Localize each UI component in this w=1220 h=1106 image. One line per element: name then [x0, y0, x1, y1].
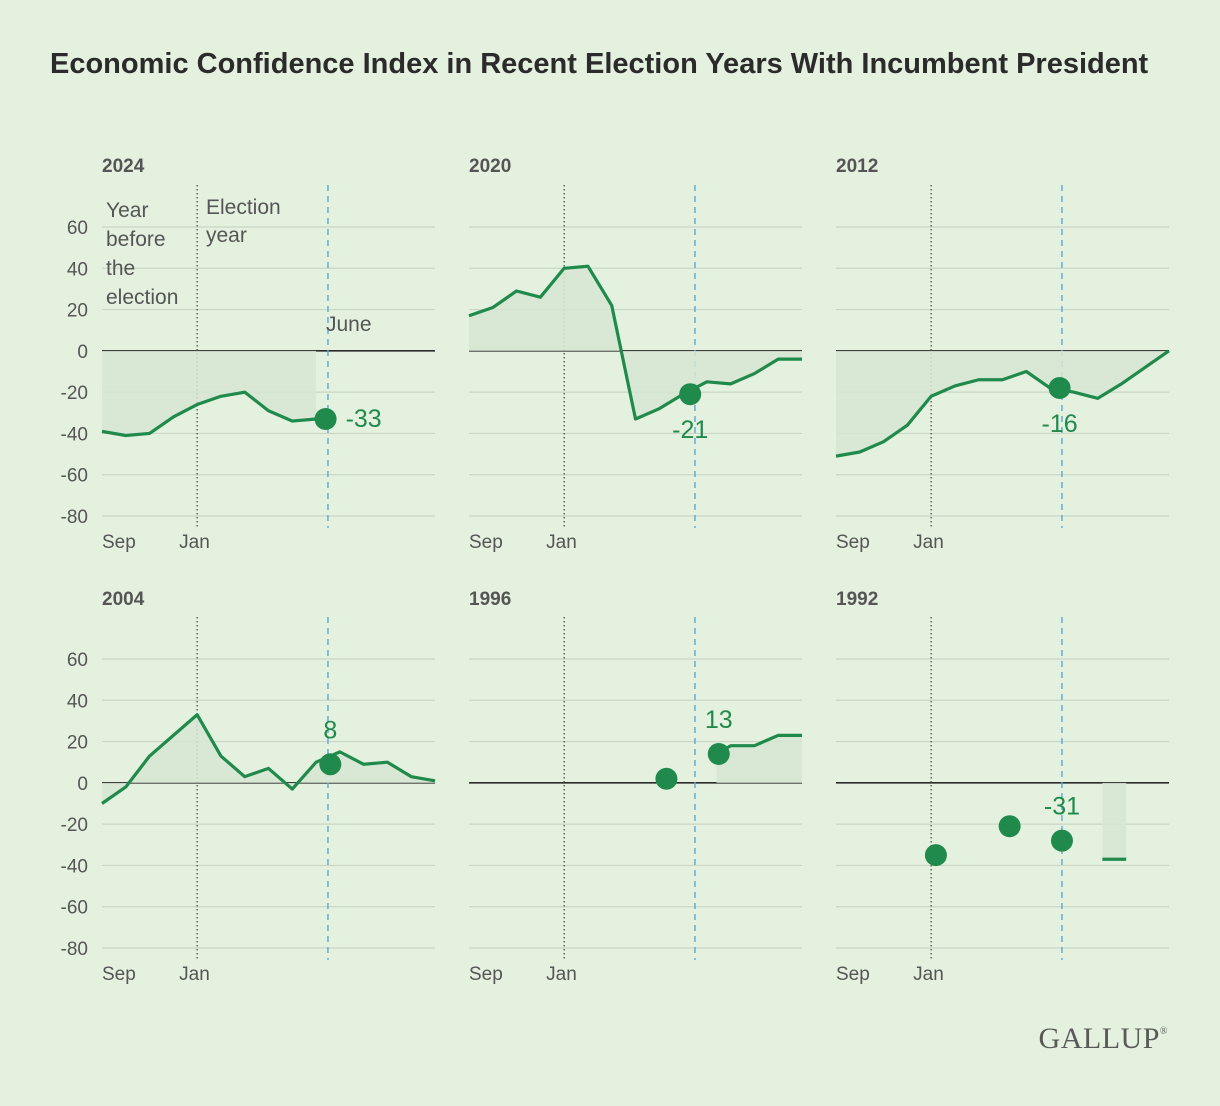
panel-2004-ytick-label: 40 — [67, 691, 88, 712]
registered-mark: ® — [1159, 1026, 1168, 1037]
panel-2004-ytick-label: -40 — [61, 856, 88, 877]
panel-2020-data-label: -21 — [672, 416, 708, 444]
panel-2024-xtick-jan: Jan — [179, 532, 210, 553]
panel-1996-data-point — [655, 767, 678, 790]
panel-2012-data-label: -16 — [1042, 410, 1078, 438]
panel-1992-xtick-sep: Sep — [836, 964, 870, 985]
panel-2004-ytick-label: -80 — [61, 939, 88, 960]
panel-2012-xtick-jan: Jan — [913, 532, 944, 553]
panel-2004-xtick-jan: Jan — [179, 964, 210, 985]
panel-1996-data-point — [707, 742, 730, 765]
panel-2024-series-line — [101, 390, 317, 438]
panel-1992-data-point — [1050, 829, 1073, 852]
panel-2004-ytick-label: -20 — [61, 815, 88, 836]
panel-2004-ytick-label: -60 — [61, 898, 88, 919]
panel-1992-xtick-jan: Jan — [913, 964, 944, 985]
panel-1996-data-label: 13 — [705, 706, 733, 734]
panel-2024-ytick-label: -40 — [61, 424, 88, 445]
annotation-election-year: Election year — [206, 196, 281, 247]
panel-2024-data-point — [314, 407, 337, 430]
gallup-logo-text: GALLUP — [1038, 1022, 1160, 1055]
panel-2024-ytick-label: 60 — [67, 218, 88, 239]
panel-2004-data-point — [319, 753, 342, 776]
panel-2024-ytick-label: -80 — [61, 507, 88, 528]
panel-2012-series-line — [835, 349, 1170, 458]
panel-1992-data-point — [924, 844, 947, 867]
panel-2024-ytick-label: 0 — [77, 342, 88, 363]
panel-1996-xtick-jan: Jan — [546, 964, 577, 985]
panel-2004-data-label: 8 — [323, 716, 337, 744]
panel-2024-ytick-label: 40 — [67, 259, 88, 280]
panel-2024-area — [102, 350, 317, 436]
panel-2012-area — [836, 350, 1169, 457]
annotation-june: June — [326, 313, 372, 336]
panel-2020-area — [469, 266, 802, 419]
panel-2004-title: 2004 — [102, 589, 145, 610]
panel-2024-ytick-label: -60 — [61, 466, 88, 487]
panel-2024-ytick-label: -20 — [61, 383, 88, 404]
panel-1992-area — [1102, 782, 1127, 860]
panel-2004-area — [102, 714, 435, 804]
panel-1992-data-point — [998, 815, 1021, 838]
panel-2004-ytick-label: 20 — [67, 733, 88, 754]
panel-2004-ytick-label: 0 — [77, 774, 88, 795]
panel-2004-ytick-label: 60 — [67, 650, 88, 671]
gallup-logo: GALLUP® — [1039, 1022, 1168, 1056]
panel-1996-xtick-sep: Sep — [469, 964, 503, 985]
panel-2024-title: 2024 — [102, 156, 145, 177]
panel-2024-xtick-sep: Sep — [102, 532, 136, 553]
panel-2024-data-label: -33 — [346, 405, 382, 433]
panel-1992-title: 1992 — [836, 589, 878, 610]
chart-title: Economic Confidence Index in Recent Elec… — [50, 48, 1149, 80]
panel-2020-series-line — [468, 264, 802, 421]
panel-2020-xtick-sep: Sep — [469, 532, 503, 553]
panel-2012-xtick-sep: Sep — [836, 532, 870, 553]
panel-1992-data-label: -31 — [1044, 793, 1080, 821]
panel-2024-ytick-label: 20 — [67, 301, 88, 322]
annotation-year-before-election: Year before the election — [106, 199, 178, 309]
panel-2020-data-point — [679, 383, 702, 406]
panel-2004-xtick-sep: Sep — [102, 964, 136, 985]
panel-2020-title: 2020 — [469, 156, 511, 177]
panel-2020-xtick-jan: Jan — [546, 532, 577, 553]
panel-2004-series-line — [101, 713, 436, 805]
panel-2012-title: 2012 — [836, 156, 878, 177]
panel-1996-title: 1996 — [469, 589, 511, 610]
panel-2012-data-point — [1048, 377, 1071, 400]
